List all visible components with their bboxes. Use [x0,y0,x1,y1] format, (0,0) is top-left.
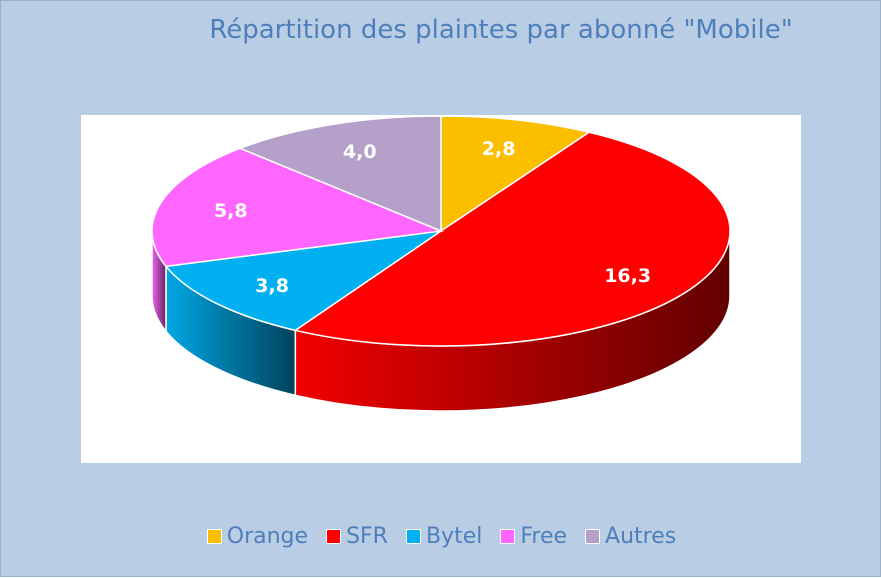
legend-label: Autres [605,524,677,549]
legend-label: Bytel [425,524,483,549]
legend-label: Orange [226,524,309,549]
chart-title: Répartition des plaintes par abonné "Mob… [209,15,793,45]
pie-slice-free [151,147,444,268]
legend-item-bytel: Bytel [405,524,483,549]
legend: Orange SFR Bytel Free Autres [1,524,881,549]
pie-slice-orange [440,115,591,233]
pie-slice-sfr [293,131,731,347]
data-label-bytel: 3,8 [255,275,289,297]
legend-item-free: Free [500,524,567,549]
legend-swatch [326,529,342,544]
data-label-sfr: 16,3 [604,265,651,287]
legend-item-sfr: SFR [326,524,388,549]
legend-label: SFR [346,524,388,549]
legend-item-orange: Orange [206,524,309,549]
data-label-autres: 4,0 [343,141,377,163]
legend-item-autres: Autres [585,524,676,549]
pie-slice-bytel [164,230,442,332]
legend-label: Free [520,524,568,549]
legend-swatch [585,529,601,544]
pie-slice-autres [238,115,442,233]
legend-swatch [405,529,421,544]
data-label-orange: 2,8 [482,138,516,160]
legend-swatch [206,529,222,544]
legend-swatch [500,529,516,544]
data-label-free: 5,8 [214,200,248,222]
